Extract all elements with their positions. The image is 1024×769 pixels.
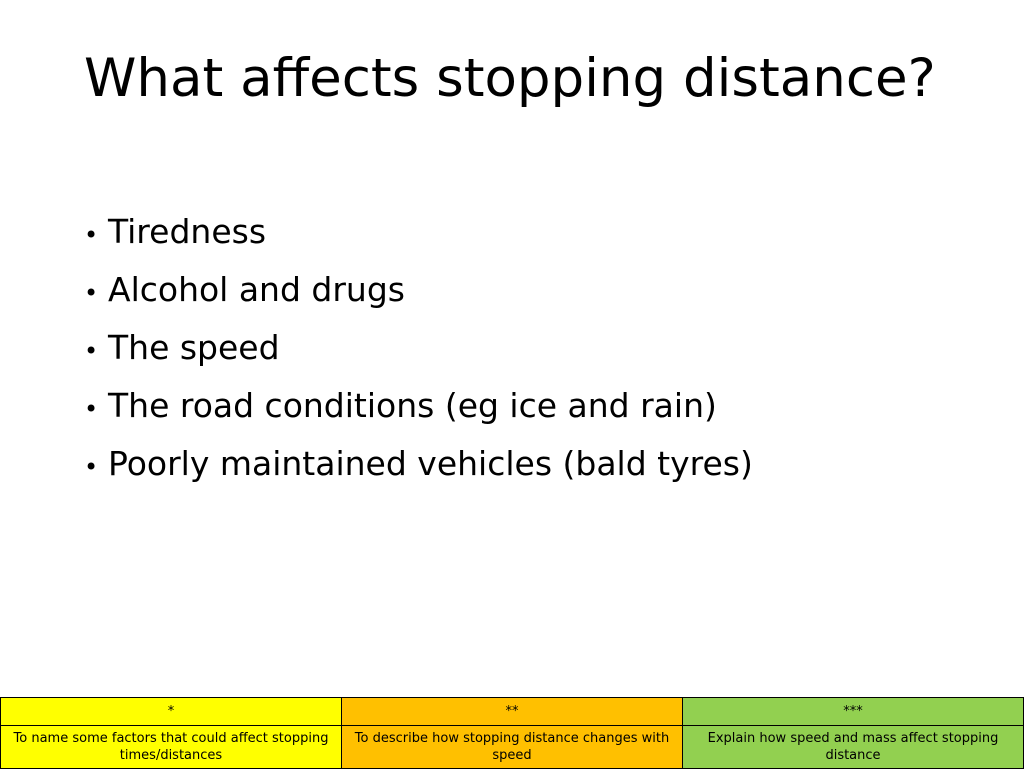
- bullet-icon: •: [84, 395, 99, 423]
- objective-description-gold: Explain how speed and mass affect stoppi…: [682, 725, 1024, 769]
- objective-level-row: * ** ***: [0, 697, 1024, 726]
- bullet-icon: •: [84, 221, 99, 249]
- list-item-text: Poorly maintained vehicles (bald tyres): [108, 444, 753, 483]
- bullet-icon: •: [84, 453, 99, 481]
- list-item-text: Alcohol and drugs: [108, 270, 405, 309]
- list-item: • Alcohol and drugs: [84, 261, 753, 319]
- list-item: • Poorly maintained vehicles (bald tyres…: [84, 435, 753, 493]
- slide-title: What affects stopping distance?: [84, 48, 936, 109]
- learning-objectives-table: * ** *** To name some factors that could…: [0, 697, 1024, 769]
- bullet-icon: •: [84, 337, 99, 365]
- list-item: • The speed: [84, 319, 753, 377]
- list-item-text: Tiredness: [108, 212, 267, 251]
- objective-level-gold: ***: [682, 697, 1024, 726]
- objective-level-silver: **: [341, 697, 683, 726]
- list-item: • Tiredness: [84, 203, 753, 261]
- list-item: • The road conditions (eg ice and rain): [84, 377, 753, 435]
- list-item-text: The road conditions (eg ice and rain): [108, 386, 717, 425]
- objective-description-bronze: To name some factors that could affect s…: [0, 725, 342, 769]
- objective-level-bronze: *: [0, 697, 342, 726]
- objective-description-row: To name some factors that could affect s…: [0, 725, 1024, 769]
- list-item-text: The speed: [108, 328, 280, 367]
- factor-list: • Tiredness • Alcohol and drugs • The sp…: [84, 203, 753, 493]
- objective-description-silver: To describe how stopping distance change…: [341, 725, 683, 769]
- bullet-icon: •: [84, 279, 99, 307]
